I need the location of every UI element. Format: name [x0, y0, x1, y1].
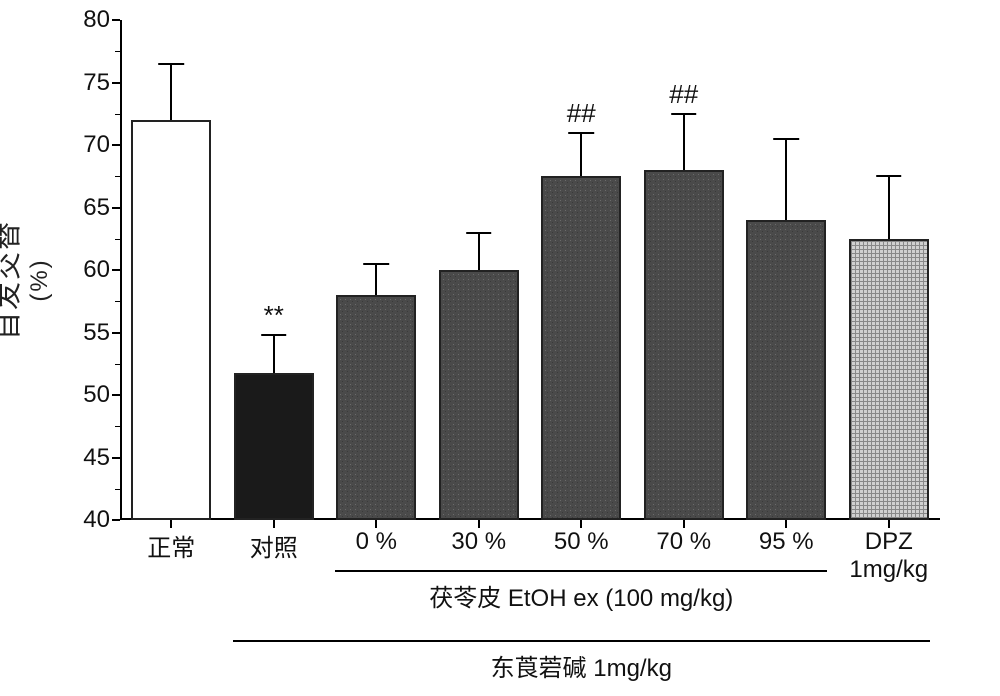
x-tick [580, 520, 582, 528]
plot-area: 404550556065707580 **#### 正常对照0 %30 %50 … [120, 20, 940, 520]
y-tick-label: 60 [70, 256, 110, 284]
error-bar [170, 64, 172, 120]
annotation: ## [567, 98, 596, 129]
y-tick [112, 144, 120, 146]
y-axis-label-unit: (%) [26, 220, 54, 340]
error-cap [876, 175, 902, 177]
bar-dpz [849, 20, 929, 520]
category-label: 对照 [250, 528, 298, 563]
y-tick-label: 75 [70, 69, 110, 97]
y-tick-label: 65 [70, 194, 110, 222]
error-cap [773, 138, 799, 140]
y-axis-label-main: 自发交替 [0, 220, 23, 340]
category-label: 30 % [451, 528, 506, 556]
y-tick-label: 50 [70, 381, 110, 409]
error-bar [785, 139, 787, 220]
x-tick [478, 520, 480, 528]
category-label: 正常 [147, 528, 195, 563]
x-tick [683, 520, 685, 528]
x-tick [888, 520, 890, 528]
x-tick [375, 520, 377, 528]
y-tick-label: 55 [70, 319, 110, 347]
error-bar [273, 335, 275, 373]
bar-rect [541, 176, 621, 520]
y-tick-label: 70 [70, 131, 110, 159]
y-tick-label: 80 [70, 6, 110, 34]
error-cap [568, 132, 594, 134]
bar-e70: ## [644, 20, 724, 520]
group-label-scop: 东莨菪碱 1mg/kg [491, 648, 672, 683]
y-tick [112, 269, 120, 271]
y-tick [112, 207, 120, 209]
x-tick [785, 520, 787, 528]
annotation: ** [264, 300, 284, 331]
error-cap [466, 232, 492, 234]
y-tick [112, 82, 120, 84]
y-tick [112, 19, 120, 21]
y-tick [112, 457, 120, 459]
category-label: 50 % [554, 528, 609, 556]
bar-control: ** [234, 20, 314, 520]
y-axis-label: 自发交替 (%) [0, 220, 54, 340]
category-label: 95 % [759, 528, 814, 556]
bar-e50: ## [541, 20, 621, 520]
y-tick [112, 394, 120, 396]
group-line-scop [233, 640, 930, 642]
y-tick [112, 519, 120, 521]
x-tick [170, 520, 172, 528]
error-bar [683, 114, 685, 170]
bar-rect [234, 373, 314, 521]
error-bar [478, 233, 480, 271]
error-cap [671, 113, 697, 115]
category-label: 0 % [356, 528, 397, 556]
category-label: 70 % [656, 528, 711, 556]
error-bar [580, 133, 582, 177]
annotation: ## [669, 79, 698, 110]
bar-rect [131, 120, 211, 520]
bar-rect [746, 220, 826, 520]
bars-layer: ** ## ## [120, 20, 940, 520]
error-bar [375, 264, 377, 295]
error-cap [158, 63, 184, 65]
bar-rect [644, 170, 724, 520]
figure: 自发交替 (%) 40 45 50 55 60 65 70 75 80 ** ## ## 正常 对照 0… [0, 0, 1000, 696]
bar-rect [849, 239, 929, 520]
group-label-etoh: 茯苓皮 EtOH ex (100 mg/kg) [429, 578, 733, 613]
bar-e30 [439, 20, 519, 520]
category-label: DPZ1mg/kg [849, 528, 928, 583]
bar-rect [336, 295, 416, 520]
bar-e0 [336, 20, 416, 520]
error-cap [363, 263, 389, 265]
error-cap [261, 334, 287, 336]
bar-e95 [746, 20, 826, 520]
error-bar [888, 176, 890, 239]
y-tick-label: 40 [70, 506, 110, 534]
y-tick [112, 332, 120, 334]
y-tick-label: 45 [70, 444, 110, 472]
group-line-etoh [335, 570, 827, 572]
x-tick [273, 520, 275, 528]
bar-rect [439, 270, 519, 520]
bar-normal [131, 20, 211, 520]
